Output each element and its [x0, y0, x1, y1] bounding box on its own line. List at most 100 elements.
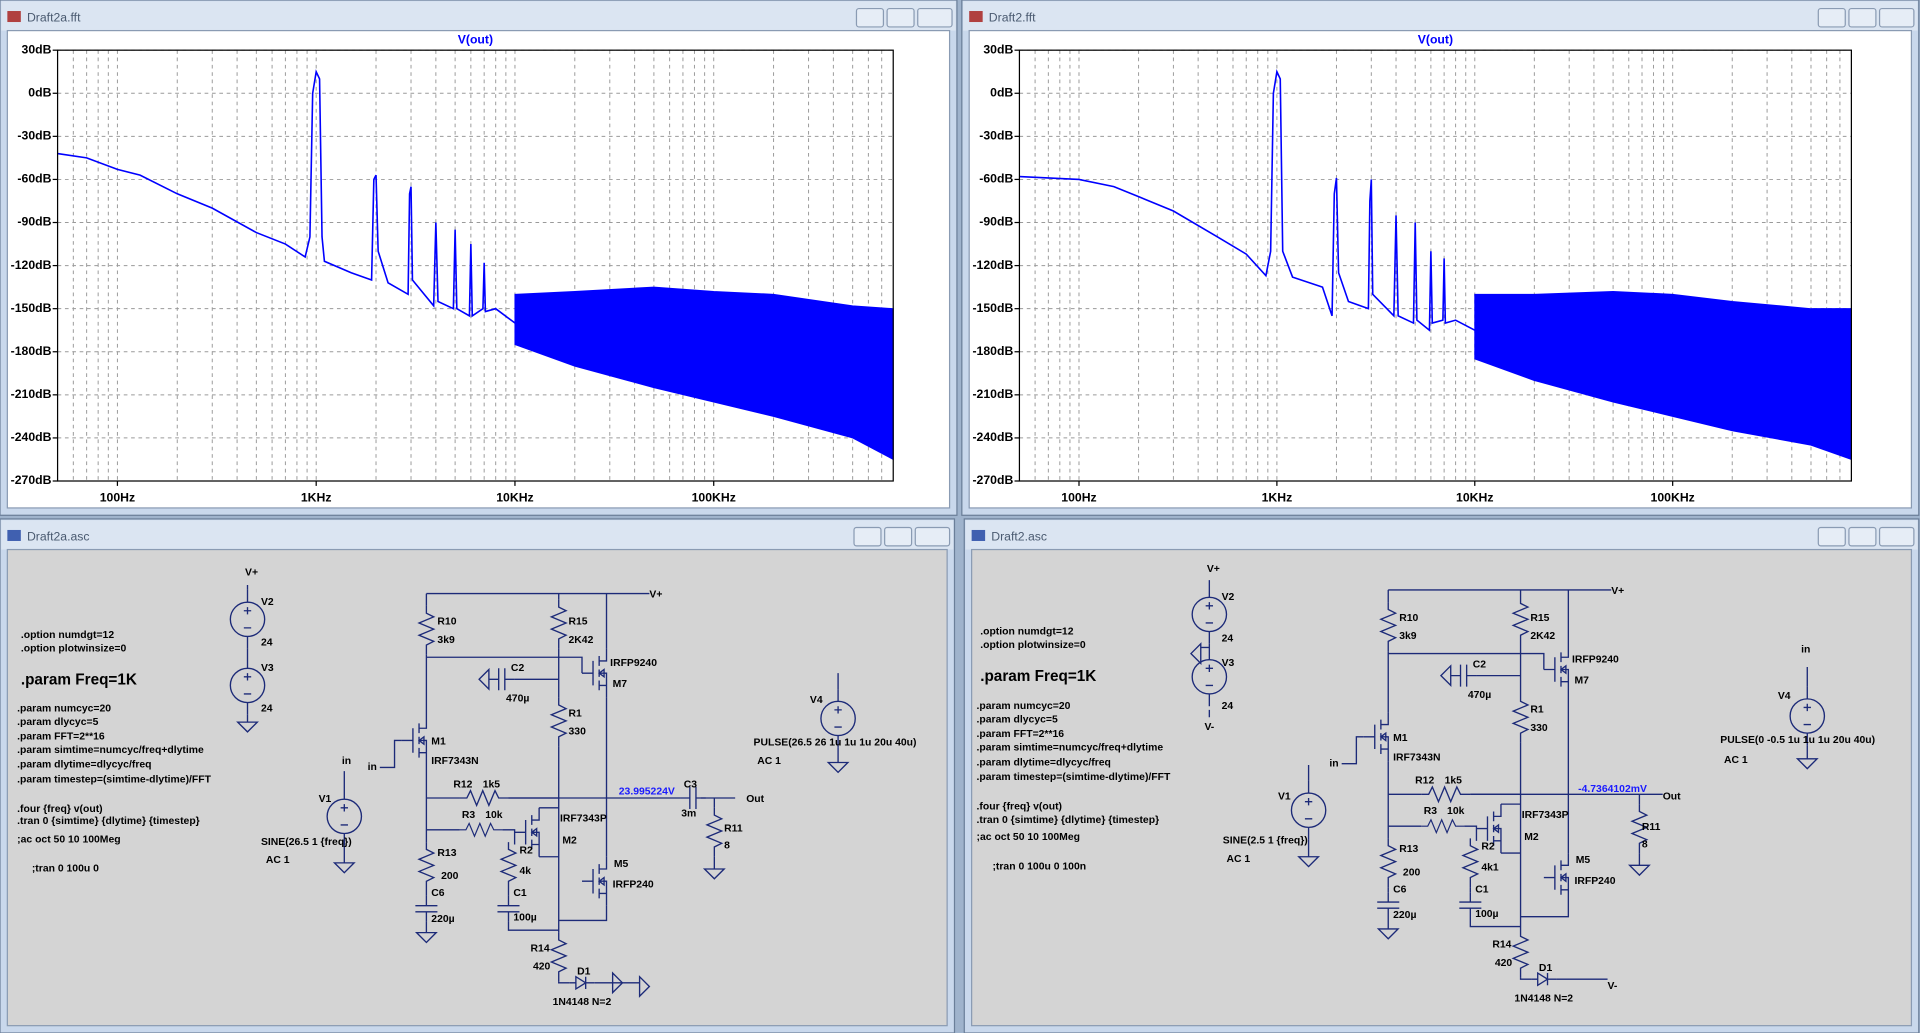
schematic-label: 3m	[681, 809, 696, 820]
window-title: Draft2a.fft	[27, 11, 81, 25]
window-client	[6, 548, 948, 1027]
window: Draft2a.fft	[0, 0, 958, 516]
schematic-label: .param dlycyc=5	[17, 717, 98, 728]
window-title: Draft2.fft	[989, 11, 1036, 25]
schematic-label: V1	[1278, 792, 1291, 803]
schematic-label: M2	[1524, 832, 1539, 843]
schematic-label: 330	[1530, 723, 1548, 734]
close-button[interactable]	[1878, 526, 1915, 547]
schematic-label: R14	[1492, 940, 1511, 951]
schematic-label: 10k	[485, 810, 503, 821]
schematic-label: C1	[1475, 885, 1489, 896]
schematic-label: M7	[613, 679, 628, 690]
minimize-button[interactable]	[855, 7, 885, 28]
schematic-label: R12	[1415, 776, 1434, 787]
title-bar	[1, 520, 954, 550]
minimize-button[interactable]	[853, 526, 882, 547]
schematic-label: 1N4148 N=2	[1514, 993, 1573, 1004]
schematic-label: V+	[1611, 586, 1624, 597]
schematic-label: R11	[1642, 822, 1661, 833]
schematic-label: V4	[810, 695, 823, 706]
schematic-label: .option plotwinsize=0	[980, 640, 1086, 651]
schematic-label: V3	[1222, 658, 1235, 669]
schematic-label: .param Freq=1K	[21, 672, 137, 689]
schematic-label: 4k1	[1481, 863, 1499, 874]
close-button[interactable]	[914, 526, 951, 547]
y-tick-label: -120dB	[11, 258, 52, 272]
schematic-label: R14	[531, 943, 550, 954]
schematic-label: IRF7343P	[1522, 810, 1569, 821]
x-tick-label: 1KHz	[301, 490, 332, 504]
minimize-button[interactable]	[1817, 526, 1846, 547]
x-tick-label: 100Hz	[1061, 490, 1096, 504]
schematic-label: V+	[649, 590, 662, 601]
schematic-label: C3	[684, 779, 698, 790]
schematic-label: 200	[441, 871, 459, 882]
schematic-label: .param numcyc=20	[17, 703, 111, 714]
maximize-button[interactable]	[884, 526, 913, 547]
schematic-label: .param FFT=2**16	[17, 732, 105, 743]
schematic-label: M1	[431, 736, 446, 747]
schematic-label: IRFP9240	[1572, 654, 1619, 665]
schematic-label: C1	[513, 888, 527, 899]
y-tick-label: -30dB	[979, 129, 1013, 143]
schematic-label: V+	[1207, 564, 1220, 575]
schematic-label: M5	[1576, 855, 1591, 866]
schematic-label: C2	[1473, 659, 1487, 670]
schematic-label: AC 1	[1724, 755, 1748, 766]
y-tick-label: -90dB	[17, 215, 51, 229]
title-bar	[965, 520, 1918, 550]
schematic-label: 470µ	[506, 694, 529, 705]
schematic-label: 470µ	[1468, 690, 1491, 701]
schematic-label: .param timestep=(simtime-dlytime)/FFT	[17, 774, 211, 785]
schematic-label: .option plotwinsize=0	[21, 643, 127, 654]
schematic-label: ;ac oct 50 10 100Meg	[17, 834, 120, 845]
schematic-label: C2	[511, 663, 525, 674]
schematic-label: M1	[1393, 733, 1408, 744]
schematic-label: ;tran 0 100u 0 100n	[992, 861, 1086, 872]
schematic-label: 8	[1642, 839, 1648, 850]
schematic-label: IRF7343P	[560, 814, 607, 825]
y-tick-label: -270dB	[972, 473, 1013, 487]
minimize-button[interactable]	[1817, 7, 1846, 28]
schematic-label: .tran 0 {simtime} {dlytime} {timestep}	[977, 815, 1160, 826]
schematic-label: V4	[1778, 691, 1791, 702]
maximize-button[interactable]	[1848, 7, 1877, 28]
schematic-label: 4k	[520, 866, 532, 877]
fft-trace	[57, 69, 516, 324]
x-tick-label: 100Hz	[100, 490, 135, 504]
schematic-label: R3	[462, 810, 476, 821]
y-tick-label: -180dB	[11, 344, 52, 358]
schematic-right: V+ V2 24 V3 24 V- .option numdgt=12 .option plo…	[977, 564, 1876, 1005]
schematic-label: V2	[261, 597, 274, 608]
schematic-label: 24	[261, 637, 273, 648]
y-tick-label: -150dB	[972, 301, 1013, 315]
schematic-label: Out	[746, 794, 764, 805]
schematic-label: 100µ	[513, 913, 536, 924]
y-tick-label: -30dB	[17, 129, 51, 143]
schematic-label: R1	[1530, 705, 1544, 716]
y-tick-label: -90dB	[979, 215, 1013, 229]
schematic-label: V-	[1204, 722, 1214, 733]
schematic-label: M5	[614, 859, 629, 870]
maximize-button[interactable]	[886, 7, 915, 28]
schematic-label: .four {freq} v(out)	[17, 804, 102, 815]
schematic-label: .param dlytime=dlycyc/freq	[977, 757, 1111, 768]
y-tick-label: 0dB	[28, 86, 51, 100]
close-button[interactable]	[1878, 7, 1915, 28]
schematic-label: 3k9	[437, 635, 455, 646]
schematic-label: .four {freq} v(out)	[977, 801, 1062, 812]
schematic-label: in	[342, 756, 351, 767]
schematic-label: .param timestep=(simtime-dlytime)/FFT	[977, 772, 1171, 783]
close-button[interactable]	[917, 7, 953, 28]
window-client	[6, 29, 951, 509]
schematic-label: .param FFT=2**16	[977, 729, 1065, 740]
schematic-label: R15	[1530, 613, 1549, 624]
plot-title: V(out)	[458, 33, 493, 47]
schematic-label: in	[1801, 645, 1810, 656]
schematic-label: 24	[1222, 701, 1234, 712]
schematic-label: .tran 0 {simtime} {dlytime} {timestep}	[17, 816, 200, 827]
schematic-label: IRF7343N	[431, 756, 478, 767]
maximize-button[interactable]	[1848, 526, 1877, 547]
